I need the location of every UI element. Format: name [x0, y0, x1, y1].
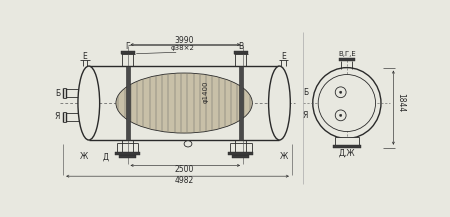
Bar	[232, 155, 249, 158]
Text: Г: Г	[125, 42, 130, 51]
Text: Е: Е	[82, 52, 87, 61]
Circle shape	[339, 114, 342, 117]
Bar	[121, 51, 135, 54]
Ellipse shape	[313, 68, 381, 138]
Ellipse shape	[78, 66, 99, 140]
Text: В,Г,Е: В,Г,Е	[338, 51, 356, 57]
Text: Е: Е	[281, 52, 286, 61]
Circle shape	[339, 91, 342, 93]
Text: 3990: 3990	[175, 36, 194, 45]
Bar	[333, 145, 361, 148]
Bar	[335, 137, 359, 145]
Text: φ38×2: φ38×2	[171, 45, 194, 51]
Bar	[339, 58, 355, 61]
Ellipse shape	[269, 66, 290, 140]
Text: Ж: Ж	[80, 152, 88, 161]
Text: Б: Б	[55, 89, 60, 97]
Ellipse shape	[184, 141, 192, 147]
Text: Б: Б	[303, 88, 308, 97]
Text: 4982: 4982	[175, 176, 194, 184]
Text: Я: Я	[303, 111, 308, 120]
Ellipse shape	[116, 73, 252, 133]
Bar	[115, 152, 140, 155]
Bar	[119, 155, 136, 158]
Bar	[234, 51, 248, 54]
Bar	[239, 66, 243, 140]
Text: Ж: Ж	[280, 152, 288, 161]
Bar	[228, 152, 253, 155]
Text: В: В	[238, 42, 243, 51]
Text: φ1400: φ1400	[203, 80, 209, 103]
Bar	[126, 66, 130, 140]
Text: 2500: 2500	[175, 165, 194, 174]
Ellipse shape	[318, 75, 376, 132]
Text: Я: Я	[55, 112, 60, 121]
Text: 1844: 1844	[396, 93, 405, 113]
Text: Д: Д	[103, 152, 109, 161]
Text: Д,Ж: Д,Ж	[338, 149, 355, 158]
